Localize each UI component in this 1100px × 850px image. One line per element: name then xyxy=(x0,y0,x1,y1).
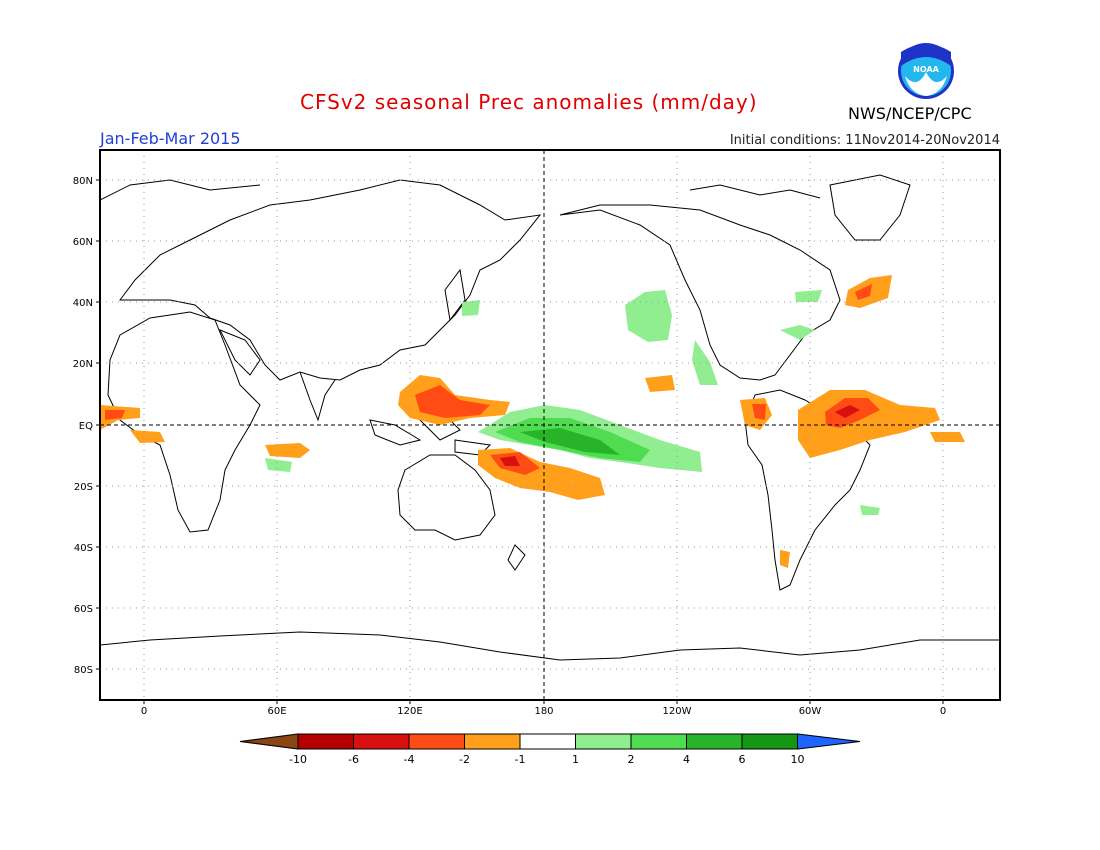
legend-swatch xyxy=(741,733,798,750)
season-label: Jan-Feb-Mar 2015 xyxy=(100,129,241,148)
anomaly-central-america-dry-core xyxy=(752,404,766,420)
legend-label: -10 xyxy=(289,753,307,766)
lat-label: 40S xyxy=(74,543,93,554)
legend-label: 10 xyxy=(791,753,805,766)
precip-anomalies xyxy=(100,275,965,568)
legend-swatch xyxy=(686,733,743,750)
anomaly-w-pacific-wet xyxy=(462,300,480,316)
agency-label: NWS/NCEP/CPC xyxy=(848,104,972,123)
noaa-logo: NOAA xyxy=(897,42,955,100)
lat-label: EQ xyxy=(79,421,93,432)
legend-label: 1 xyxy=(572,753,579,766)
lat-label: 40N xyxy=(73,298,93,309)
anomaly-maritime-dry-core xyxy=(415,385,490,418)
legend-label: -4 xyxy=(404,753,415,766)
legend-arrow-left xyxy=(239,733,299,750)
anomaly-e-africa-dry xyxy=(130,430,165,443)
legend-swatch xyxy=(408,733,465,750)
anomaly-indian-dry xyxy=(265,443,310,458)
lon-ticks xyxy=(143,700,944,704)
anomaly-mexico-wet xyxy=(692,340,718,385)
grid xyxy=(100,150,1000,700)
legend-swatch xyxy=(464,733,521,750)
color-legend: -10 -6 -4 -2 -1 1 2 4 6 10 xyxy=(239,733,861,766)
legend-label: 4 xyxy=(683,753,690,766)
anomaly-amazon-dry-peak xyxy=(835,405,860,418)
legend-label: -2 xyxy=(459,753,470,766)
legend-swatch xyxy=(630,733,687,750)
reference-lines xyxy=(100,150,1000,700)
anomaly-ne-pacific-wet xyxy=(625,290,672,342)
legend-swatch xyxy=(575,733,632,750)
anomaly-w-africa-dry-core xyxy=(105,410,125,420)
anomaly-central-pacific-dry xyxy=(645,375,675,392)
lon-label: 60W xyxy=(799,706,822,717)
coastlines xyxy=(100,174,1000,661)
lon-label: 120E xyxy=(397,706,422,717)
anomaly-indian-ocean-wet xyxy=(265,458,292,472)
map-content xyxy=(100,150,1000,700)
anomaly-n-atlantic-dry-core xyxy=(855,284,872,300)
legend-label: 6 xyxy=(739,753,746,766)
lat-ticks xyxy=(96,179,100,670)
legend-label: 2 xyxy=(628,753,635,766)
lat-label: 20N xyxy=(73,359,93,370)
lat-label: 60S xyxy=(74,604,93,615)
legend-swatch xyxy=(297,733,354,750)
lat-label: 60N xyxy=(73,237,93,248)
anomaly-sw-pacific-dry-peak xyxy=(500,456,520,466)
anomaly-s-america-dry xyxy=(780,550,790,568)
legend-label: -6 xyxy=(348,753,359,766)
legend-swatch xyxy=(353,733,410,750)
anomaly-pacific-wet-peak xyxy=(520,428,620,455)
lon-label: 180 xyxy=(534,706,553,717)
anomaly-gulf-wet xyxy=(780,325,815,340)
lon-label: 0 xyxy=(141,706,147,717)
lon-labels: 0 60E 120E 180 120W 60W 0 xyxy=(141,706,946,717)
logo-text: NOAA xyxy=(913,65,939,74)
lat-labels: 80N 60N 40N 20N EQ 20S 40S 60S 80S xyxy=(73,176,93,676)
legend-label: -1 xyxy=(515,753,526,766)
anomaly-s-atlantic-wet xyxy=(860,505,880,515)
legend-swatch xyxy=(519,733,576,750)
anomaly-us-east-wet xyxy=(795,290,822,302)
anomaly-e-atlantic-dry xyxy=(930,432,965,442)
legend-arrow-right xyxy=(797,733,861,750)
lat-label: 80N xyxy=(73,176,93,187)
initial-conditions: Initial conditions: 11Nov2014-20Nov2014 xyxy=(729,133,1000,148)
lat-label: 20S xyxy=(74,482,93,493)
lat-label: 80S xyxy=(74,665,93,676)
lon-label: 60E xyxy=(267,706,286,717)
lon-label: 0 xyxy=(940,706,946,717)
lon-label: 120W xyxy=(663,706,692,717)
map-title: CFSv2 seasonal Prec anomalies (mm/day) xyxy=(300,90,758,114)
